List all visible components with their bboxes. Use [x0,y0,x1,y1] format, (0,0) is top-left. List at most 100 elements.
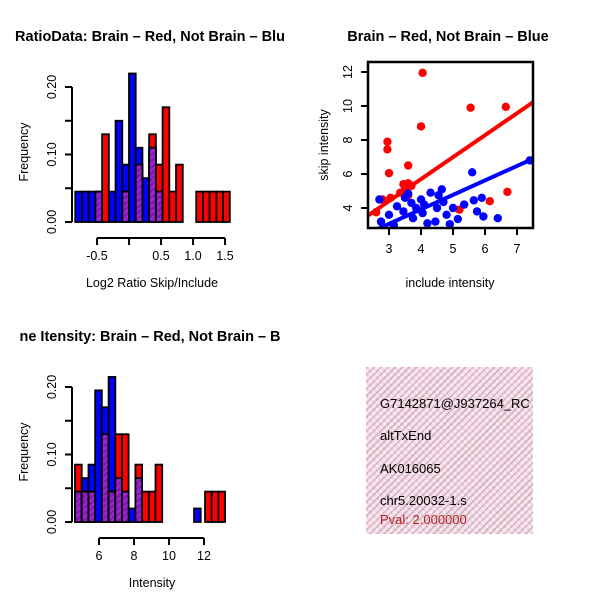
scatter-point [448,203,458,213]
scatter-point [372,208,381,217]
scatter-point [420,200,429,209]
scatter-point [469,196,478,205]
histogram-bar-overlap [94,190,104,223]
scatter-point [407,181,416,191]
scatter-point [404,189,413,198]
histogram-bar [204,490,213,523]
histogram-bar-overlap [80,490,90,523]
scatter-chart: Brain – Red, Not Brain – Blue include in… [317,29,549,290]
scatter-point [412,203,421,213]
x-tick-label: 8 [131,549,138,563]
scatter-y-axis-label: skip intensity [317,108,331,180]
y-tick-label: 0.10 [45,442,59,466]
scatter-point [477,193,486,202]
hist-intensity-chart: ne Itensity: Brain – Red, Not Brain – B … [17,329,281,590]
info-accession: AK016065 [380,461,441,476]
hist-ratio-chart: RatioData: Brain – Red, Not Brain – Blu … [15,29,285,290]
histogram-bar [222,190,231,223]
hist-intensity-x-axis-label: Intensity [129,576,176,590]
hist-ratio-y-axis-label: Frequency [17,122,31,182]
histogram-bar-overlap [114,477,123,523]
regression-line [374,156,533,228]
histogram-bar [161,106,171,223]
panel-info: G7142871@J937264_RC altTxEnd AK016065 ch… [300,300,600,600]
info-box: G7142871@J937264_RC altTxEnd AK016065 ch… [366,367,533,534]
histogram-bar [94,389,103,523]
info-locus: chr5.20032-1.s [380,493,467,508]
x-tick-label: 3 [386,242,393,256]
x-tick-label: 1.5 [216,249,233,263]
scatter-title: Brain – Red, Not Brain – Blue [347,29,548,45]
scatter-point [418,208,427,218]
histogram-bar-overlap [121,490,130,523]
hist-ratio-plot-area: 0.00 0.10 0.20 -0.5 0.5 1.0 1.5 [45,72,234,263]
histogram-bar [154,463,164,523]
x-tick-label: 7 [514,242,521,256]
hist-intensity-plot-area: 0.00 0.10 0.20 6 8 10 12 [45,375,226,563]
scatter-point [408,214,418,223]
scatter-point [386,193,395,202]
histogram-bar [195,190,204,223]
histogram-bar-overlap [107,490,117,523]
x-tick-label: 0.5 [152,249,169,263]
scatter-point [453,214,462,224]
x-tick-label: 4 [418,242,425,256]
scatter-point [493,214,502,223]
scatter-point [383,137,392,146]
histogram-bar [81,190,90,223]
scatter-point [472,207,482,216]
scatter-point [384,168,394,178]
histogram-bar [74,190,83,223]
histogram-bar [141,177,151,223]
scatter-point [460,200,469,209]
histogram-bar [217,490,226,523]
scatter-point [437,185,446,194]
histogram-bar [215,190,224,223]
scatter-point [399,207,408,216]
y-tick-label: 0.00 [45,510,59,534]
panel-scatter: Brain – Red, Not Brain – Blue include in… [300,0,600,300]
x-tick-label: 6 [482,242,489,256]
y-tick-label: 10 [341,99,355,113]
scatter-plot-area: 3 4 5 6 7 4 6 8 10 12 [341,60,535,256]
histogram-bar-overlap [134,477,144,523]
histogram-bar [193,507,202,523]
scatter-point [375,195,384,204]
scatter-point [423,219,432,228]
info-event-type: altTxEnd [380,428,432,443]
y-tick-label: 0.20 [45,75,59,99]
histogram-bar [210,490,220,523]
hist-intensity-y-axis-label: Frequency [17,422,31,482]
histogram-bar-overlap [87,490,97,523]
histogram-bar [141,490,150,523]
histogram-bar [114,119,124,223]
scatter-point [439,197,448,207]
histogram-bar [202,190,211,223]
plot-box [366,60,535,230]
scatter-point [485,197,494,206]
histogram-bar [128,72,137,223]
scatter-x-axis-label: include intensity [406,276,496,290]
histogram-bar-overlap [148,146,157,223]
y-tick-label: 4 [341,204,355,211]
info-pval: Pval: 2.000000 [380,512,467,527]
y-tick-label: 0.20 [45,375,59,399]
histogram-bar [168,190,177,223]
histogram-bar [87,190,97,223]
scatter-point [426,188,435,197]
histogram-bar [175,163,184,223]
x-tick-label: 5 [450,242,457,256]
hist-ratio-title: RatioData: Brain – Red, Not Brain – Blu [15,29,285,45]
x-tick-label: 12 [197,549,211,563]
scatter-point [404,161,413,170]
info-gene-id: G7142871@J937264_RC [380,396,530,411]
scatter-point [466,103,475,112]
scatter-point [445,219,454,229]
histogram-bar [107,190,117,223]
y-tick-label: 8 [341,136,355,143]
scatter-point [503,187,512,197]
scatter-point [468,168,477,177]
x-tick-label: 6 [96,549,103,563]
hist-ratio-x-axis-label: Log2 Ratio Skip/Include [86,276,218,290]
